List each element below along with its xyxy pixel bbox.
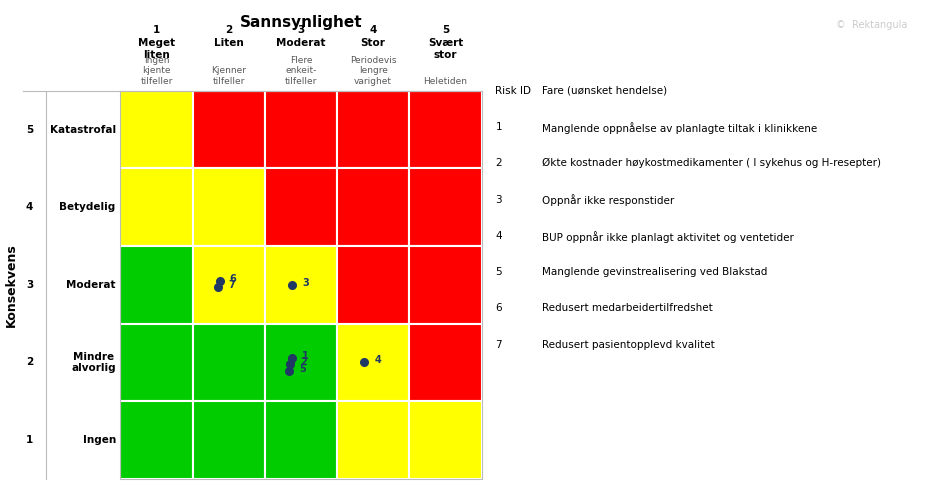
Text: Moderat: Moderat (67, 280, 116, 290)
Bar (409, 246, 482, 324)
Text: Mindre
alvorlig: Mindre alvorlig (71, 352, 116, 373)
Bar (193, 91, 265, 168)
Text: Konsekvens: Konsekvens (5, 243, 18, 327)
Text: Risk ID: Risk ID (495, 86, 532, 96)
Text: Manglende oppnåelse av planlagte tiltak i klinikkene: Manglende oppnåelse av planlagte tiltak … (542, 122, 817, 134)
Text: 3
Moderat: 3 Moderat (276, 25, 326, 47)
Bar (120, 91, 482, 479)
Text: Heletiden: Heletiden (423, 77, 468, 86)
Bar (193, 401, 265, 479)
Text: Ingen
kjente
tilfeller: Ingen kjente tilfeller (141, 56, 172, 86)
Bar (193, 168, 265, 246)
Text: 1
Meget
liten: 1 Meget liten (138, 25, 175, 60)
Text: BUP oppnår ikke planlagt aktivitet og ventetider: BUP oppnår ikke planlagt aktivitet og ve… (542, 231, 794, 243)
Bar (337, 168, 409, 246)
Bar (193, 246, 265, 324)
Text: Betydelig: Betydelig (59, 202, 116, 212)
Text: Redusert medarbeidertilfredshet: Redusert medarbeidertilfredshet (542, 303, 712, 313)
Bar (337, 401, 409, 479)
Text: 5: 5 (26, 124, 33, 135)
Bar (409, 324, 482, 401)
Bar (337, 246, 409, 324)
Text: Flere
enkeit-
tilfeller: Flere enkeit- tilfeller (285, 56, 317, 86)
Bar (120, 324, 193, 401)
Bar (120, 91, 193, 168)
Text: 4: 4 (374, 355, 381, 365)
Text: 4: 4 (26, 202, 33, 212)
Text: Manglende gevinstrealisering ved Blakstad: Manglende gevinstrealisering ved Blaksta… (542, 267, 767, 277)
Text: 7: 7 (495, 340, 502, 350)
Bar (120, 168, 193, 246)
Bar (120, 246, 193, 324)
Text: Oppnår ikke responstider: Oppnår ikke responstider (542, 195, 674, 207)
Text: 1: 1 (495, 122, 502, 132)
Bar (409, 91, 482, 168)
Text: 4: 4 (495, 231, 502, 241)
Text: 2: 2 (26, 357, 33, 367)
Text: ©  Rektangula: © Rektangula (836, 20, 907, 30)
Text: Katastrofal: Katastrofal (50, 124, 116, 135)
Text: 2: 2 (495, 158, 502, 168)
Bar (265, 324, 337, 401)
Text: Fare (uønsket hendelse): Fare (uønsket hendelse) (542, 86, 667, 96)
Bar (265, 246, 337, 324)
Text: Ingen: Ingen (82, 435, 116, 445)
Bar (409, 168, 482, 246)
Text: 3: 3 (302, 278, 308, 288)
Text: 7: 7 (228, 280, 235, 290)
Bar (265, 401, 337, 479)
Text: Økte kostnader høykostmedikamenter ( I sykehus og H-resepter): Økte kostnader høykostmedikamenter ( I s… (542, 158, 881, 168)
Text: Redusert pasientopplevd kvalitet: Redusert pasientopplevd kvalitet (542, 340, 715, 350)
Bar (193, 324, 265, 401)
Text: 4
Stor: 4 Stor (361, 25, 385, 47)
Text: 2: 2 (300, 357, 307, 367)
Text: 3: 3 (26, 280, 33, 290)
Bar (120, 401, 193, 479)
Text: Sannsynlighet: Sannsynlighet (240, 15, 362, 30)
Text: 5
Svært
stor: 5 Svært stor (428, 25, 463, 60)
Bar (265, 168, 337, 246)
Bar (409, 401, 482, 479)
Text: 5: 5 (299, 364, 306, 374)
Text: 1: 1 (26, 435, 33, 445)
Text: 3: 3 (495, 195, 502, 205)
Bar (337, 91, 409, 168)
Bar (337, 324, 409, 401)
Bar (265, 91, 337, 168)
Text: 6: 6 (230, 274, 236, 284)
Text: Periodevis
lengre
varighet: Periodevis lengre varighet (350, 56, 396, 86)
Text: Kjenner
tilfeller: Kjenner tilfeller (211, 67, 246, 86)
Text: 2
Liten: 2 Liten (214, 25, 244, 47)
Text: 1: 1 (302, 351, 308, 361)
Text: 6: 6 (495, 303, 502, 313)
Text: 5: 5 (495, 267, 502, 277)
